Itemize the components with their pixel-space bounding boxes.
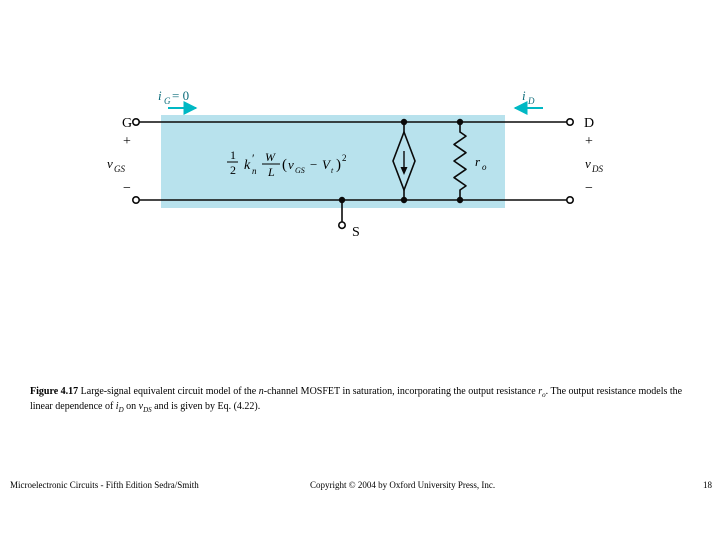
svg-text:v: v <box>288 157 294 172</box>
svg-text:GS: GS <box>114 164 125 174</box>
fig-label: Figure 4.17 <box>30 386 78 397</box>
svg-text:v: v <box>585 156 591 171</box>
svg-text:(: ( <box>282 157 287 173</box>
svg-text:W: W <box>265 150 276 164</box>
svg-text:2: 2 <box>230 163 236 177</box>
svg-text:i: i <box>522 88 526 103</box>
footer-right: 18 <box>703 480 712 490</box>
figure-caption: Figure 4.17 Large-signal equivalent circ… <box>30 385 690 416</box>
svg-text:−: − <box>585 181 593 196</box>
svg-text:D: D <box>584 116 594 131</box>
svg-text:′: ′ <box>252 151 255 165</box>
svg-text:D: D <box>527 96 535 106</box>
footer-left: Microelectronic Circuits - Fifth Edition… <box>10 480 199 490</box>
svg-text:−: − <box>123 181 131 196</box>
svg-text:n: n <box>252 166 257 176</box>
svg-text:i: i <box>158 88 162 103</box>
svg-text:GS: GS <box>295 166 305 175</box>
svg-text:= 0: = 0 <box>172 88 189 103</box>
svg-text:): ) <box>336 157 341 173</box>
svg-text:+: + <box>123 134 131 149</box>
svg-text:L: L <box>267 165 275 179</box>
svg-text:S: S <box>352 225 360 240</box>
svg-text:+: + <box>585 134 593 149</box>
svg-text:G: G <box>122 116 132 131</box>
svg-text:v: v <box>107 156 113 171</box>
svg-text:−: − <box>310 157 317 172</box>
svg-text:2: 2 <box>342 153 347 163</box>
svg-text:o: o <box>482 162 487 172</box>
circuit-diagram: GDSiG = 0iD+vGS−+vDS−ro12k′nWL(vGS−Vt)2 <box>0 0 720 540</box>
svg-text:G: G <box>164 96 171 106</box>
svg-text:k: k <box>244 158 251 173</box>
svg-text:DS: DS <box>591 164 603 174</box>
svg-text:1: 1 <box>230 148 236 162</box>
footer-center: Copyright © 2004 by Oxford University Pr… <box>310 480 495 490</box>
